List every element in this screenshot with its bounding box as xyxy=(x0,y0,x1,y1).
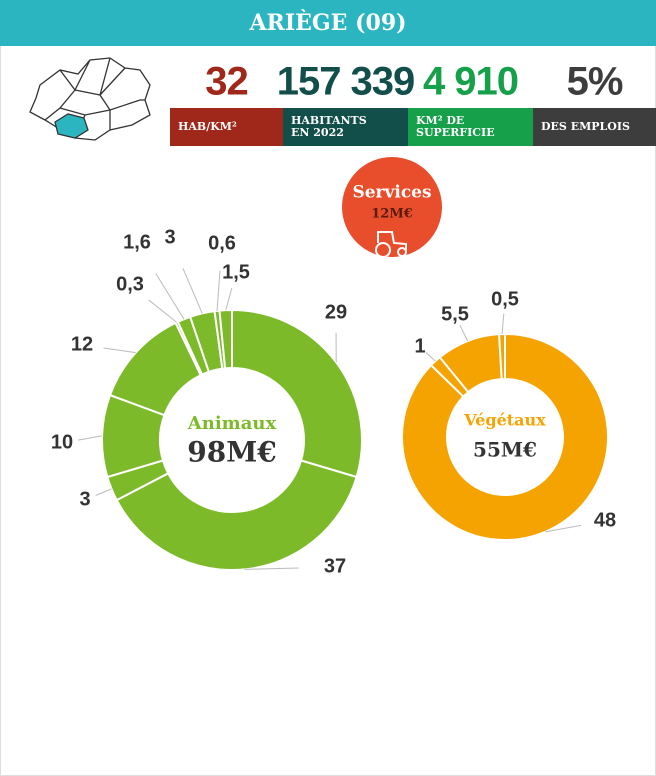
leader-line xyxy=(425,352,436,362)
stat-label: HAB/KM² xyxy=(178,120,237,133)
stat-value: 157 339 xyxy=(277,60,415,104)
stat-label: DES EMPLOIS xyxy=(541,120,630,133)
region-map xyxy=(29,57,151,141)
slice-label: 1,6 xyxy=(123,231,151,253)
slice-label: 0,6 xyxy=(208,232,236,254)
donut-total: 98M€ xyxy=(187,436,276,469)
stat-value: 32 xyxy=(205,60,248,104)
slice-label: 48 xyxy=(594,509,616,531)
donut-slice xyxy=(498,332,506,381)
slice-label: 10 xyxy=(51,431,73,453)
stat-value: 4 910 xyxy=(423,60,518,104)
donut-slice xyxy=(218,308,233,370)
slice-label: 0,3 xyxy=(116,273,144,295)
leader-line xyxy=(155,273,185,320)
leader-line xyxy=(244,567,299,570)
stat-band xyxy=(408,108,533,146)
slice-label: 1,5 xyxy=(222,261,250,283)
leader-line xyxy=(103,347,136,354)
leader-line xyxy=(148,299,178,323)
slice-label: 5,5 xyxy=(441,303,469,325)
leader-line xyxy=(501,313,505,335)
stat-band xyxy=(533,108,656,146)
donut-slice xyxy=(401,332,609,541)
donut-title: Animaux xyxy=(187,413,277,434)
tractor-icon xyxy=(375,231,407,258)
header-title: ARIÈGE (09) xyxy=(248,9,406,36)
leader-line xyxy=(459,325,469,342)
leader-line xyxy=(95,488,112,496)
donut-total: 55M€ xyxy=(473,438,537,462)
leader-line xyxy=(225,287,233,311)
leader-line xyxy=(77,435,103,441)
leader-line xyxy=(545,524,582,533)
slice-label: 3 xyxy=(79,488,90,510)
donut-slice xyxy=(231,308,363,479)
stat-band xyxy=(283,108,408,146)
donut-slice xyxy=(115,459,358,571)
slice-label: 37 xyxy=(324,555,346,577)
services-bubble: Services 12M€ xyxy=(342,157,442,258)
stat-label: HABITANTS xyxy=(291,114,367,127)
stat-band xyxy=(170,108,283,146)
stat-label: KM² DE xyxy=(416,114,464,127)
donut-center xyxy=(162,370,302,510)
slice-label: 3 xyxy=(164,226,175,248)
header-bar xyxy=(0,0,656,46)
donut-center xyxy=(449,381,561,493)
slice-label: 12 xyxy=(71,333,93,355)
services-value: 12M€ xyxy=(371,207,413,222)
slice-label: 1 xyxy=(414,335,425,357)
slice-label: 29 xyxy=(325,301,347,323)
stat-label: SUPERFICIE xyxy=(416,126,495,139)
stat-label: EN 2022 xyxy=(291,126,344,139)
stat-value: 5% xyxy=(567,60,623,104)
leader-line xyxy=(216,270,221,311)
leader-line xyxy=(182,267,203,314)
services-circle xyxy=(342,157,442,257)
slice-label: 0,5 xyxy=(491,288,519,310)
services-title: Services xyxy=(352,183,431,203)
donut-title: Végétaux xyxy=(463,411,546,430)
